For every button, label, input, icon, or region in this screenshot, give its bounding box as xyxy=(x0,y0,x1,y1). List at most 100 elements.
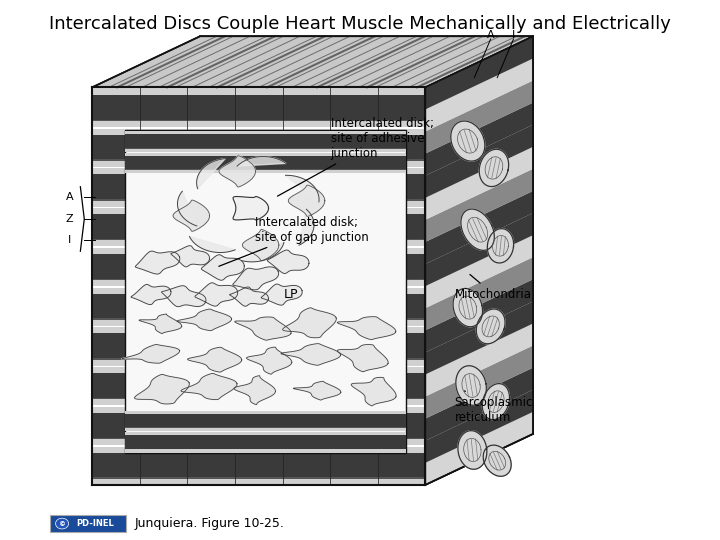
Polygon shape xyxy=(426,191,533,264)
Polygon shape xyxy=(283,308,336,338)
Bar xyxy=(92,400,426,406)
Circle shape xyxy=(55,518,68,529)
Polygon shape xyxy=(426,412,533,485)
Bar xyxy=(92,214,426,239)
Polygon shape xyxy=(177,309,232,330)
Bar xyxy=(92,161,426,167)
Text: ©: © xyxy=(58,521,66,526)
Polygon shape xyxy=(487,228,513,263)
Polygon shape xyxy=(426,279,533,353)
Polygon shape xyxy=(426,257,533,330)
Polygon shape xyxy=(235,317,291,340)
Polygon shape xyxy=(243,230,279,261)
Text: Intercalated disk;
site of adhesive
junction: Intercalated disk; site of adhesive junc… xyxy=(277,117,433,196)
Polygon shape xyxy=(426,36,533,110)
Bar xyxy=(92,89,426,95)
Bar xyxy=(92,358,426,360)
Polygon shape xyxy=(337,316,396,340)
Polygon shape xyxy=(426,80,533,153)
Polygon shape xyxy=(426,368,533,441)
Polygon shape xyxy=(234,376,276,404)
Bar xyxy=(92,168,426,174)
Text: Z: Z xyxy=(66,214,73,224)
Bar xyxy=(125,427,406,428)
Bar xyxy=(125,435,406,449)
Bar xyxy=(125,153,406,156)
Bar xyxy=(125,156,406,169)
Polygon shape xyxy=(426,58,533,132)
Text: Intercalated Discs Couple Heart Muscle Mechanically and Electrically: Intercalated Discs Couple Heart Muscle M… xyxy=(49,15,671,33)
Bar xyxy=(125,131,406,134)
Bar xyxy=(125,170,406,173)
Bar xyxy=(92,398,426,400)
Bar xyxy=(92,413,426,437)
Polygon shape xyxy=(233,267,279,290)
Polygon shape xyxy=(451,121,485,161)
Bar xyxy=(92,360,426,366)
Bar xyxy=(92,121,426,127)
Text: PD-INEL: PD-INEL xyxy=(76,519,114,528)
Polygon shape xyxy=(122,345,179,363)
Polygon shape xyxy=(426,323,533,396)
Polygon shape xyxy=(161,286,206,307)
Polygon shape xyxy=(188,347,242,372)
Polygon shape xyxy=(230,287,269,306)
Polygon shape xyxy=(135,251,180,274)
Polygon shape xyxy=(480,149,508,186)
Polygon shape xyxy=(92,36,533,87)
Text: A: A xyxy=(66,192,73,202)
Bar xyxy=(92,159,426,161)
Polygon shape xyxy=(426,213,533,286)
Polygon shape xyxy=(289,185,325,217)
Bar xyxy=(92,327,426,333)
Polygon shape xyxy=(219,156,256,187)
Polygon shape xyxy=(426,125,533,198)
Bar xyxy=(92,279,426,280)
Polygon shape xyxy=(237,157,286,166)
Polygon shape xyxy=(189,237,235,253)
Bar xyxy=(92,201,426,207)
Polygon shape xyxy=(131,285,171,305)
Bar xyxy=(92,95,426,119)
Bar xyxy=(125,449,406,453)
Bar xyxy=(92,254,426,279)
Polygon shape xyxy=(351,377,396,406)
Polygon shape xyxy=(426,147,533,220)
Bar xyxy=(92,280,426,286)
Bar xyxy=(92,174,426,199)
Polygon shape xyxy=(461,209,495,251)
Bar xyxy=(92,288,426,294)
Polygon shape xyxy=(426,36,533,485)
FancyBboxPatch shape xyxy=(50,515,126,532)
Polygon shape xyxy=(426,235,533,308)
Polygon shape xyxy=(426,169,533,242)
Bar xyxy=(92,240,426,246)
Polygon shape xyxy=(456,366,486,405)
Text: A: A xyxy=(487,30,495,40)
Bar xyxy=(125,169,406,170)
Text: Mitochondria: Mitochondria xyxy=(455,274,532,301)
Text: I: I xyxy=(512,30,516,40)
Polygon shape xyxy=(195,283,238,306)
Polygon shape xyxy=(197,159,225,188)
Bar xyxy=(125,134,406,148)
Polygon shape xyxy=(135,374,189,404)
Bar xyxy=(125,432,406,435)
Polygon shape xyxy=(458,431,487,469)
Polygon shape xyxy=(246,347,292,374)
Bar xyxy=(125,428,406,431)
Bar xyxy=(92,134,426,159)
Polygon shape xyxy=(426,390,533,463)
Polygon shape xyxy=(293,381,341,400)
Polygon shape xyxy=(267,250,309,273)
Bar xyxy=(92,407,426,413)
Polygon shape xyxy=(171,246,210,267)
Bar xyxy=(92,373,426,398)
Polygon shape xyxy=(241,242,284,262)
Text: Junquiera. Figure 10-25.: Junquiera. Figure 10-25. xyxy=(135,517,284,530)
Polygon shape xyxy=(178,191,197,226)
Bar xyxy=(92,437,426,439)
Bar xyxy=(92,453,426,477)
Polygon shape xyxy=(202,255,244,280)
Polygon shape xyxy=(281,343,341,365)
